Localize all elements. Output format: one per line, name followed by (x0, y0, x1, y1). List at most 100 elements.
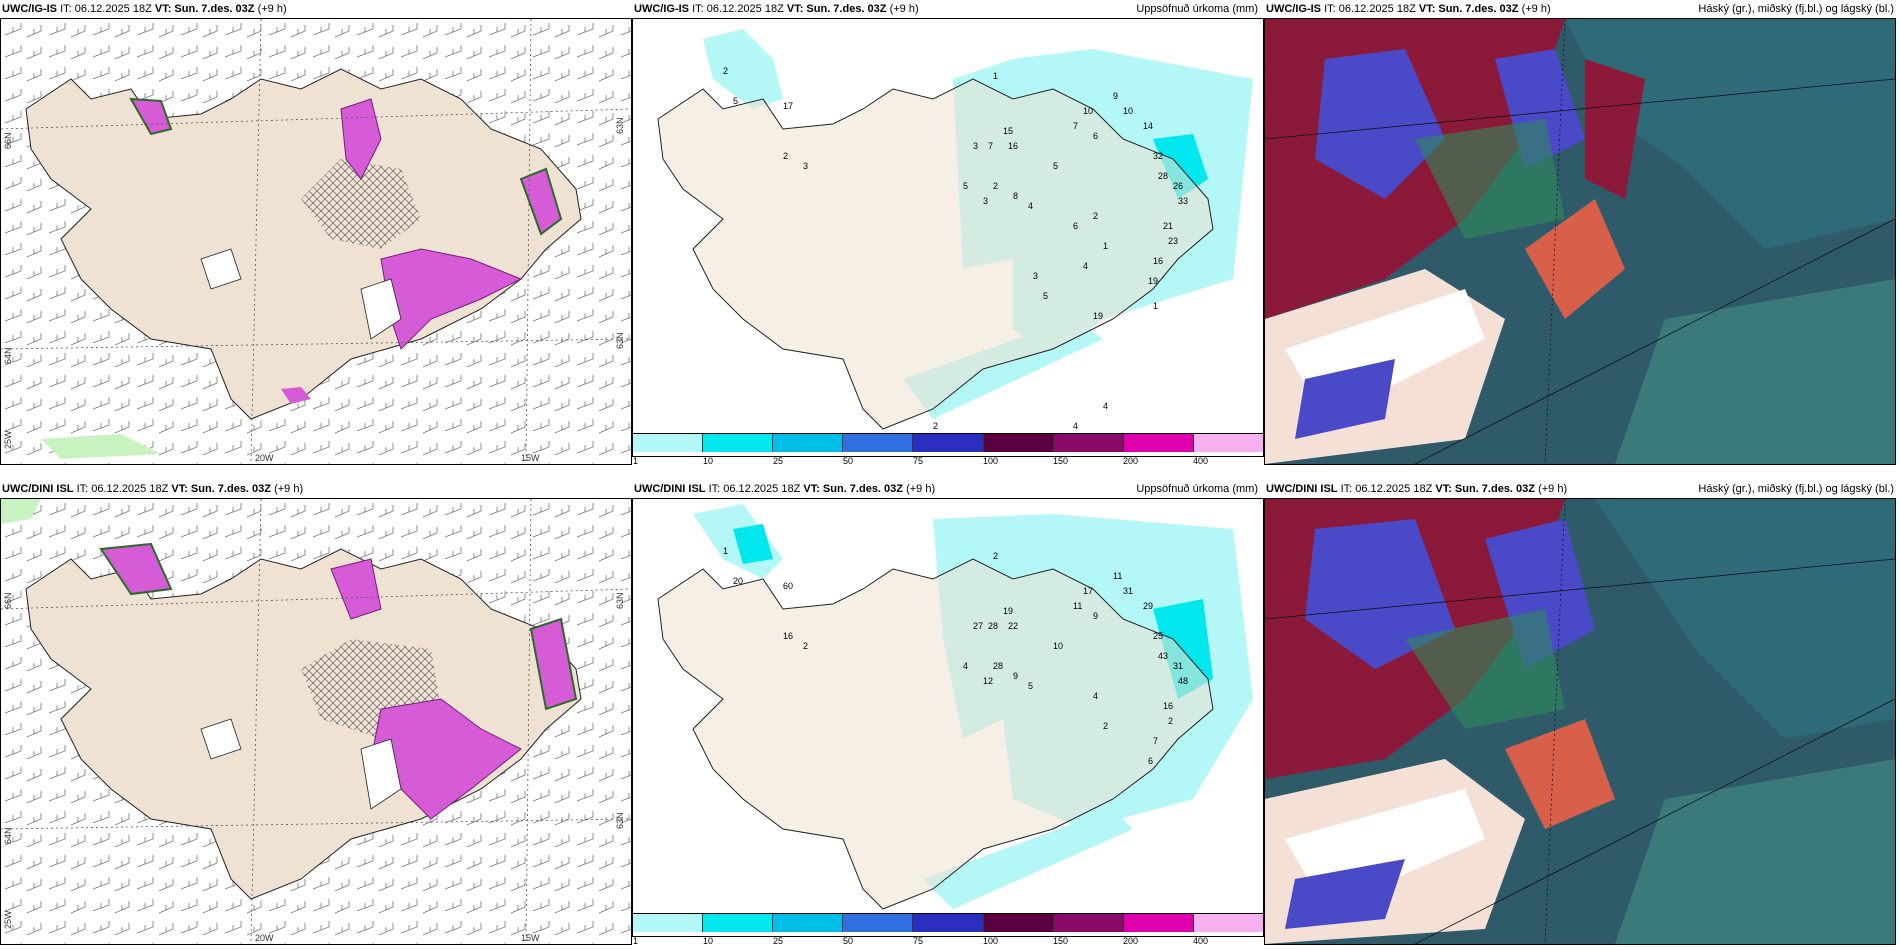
panel-title: Uppsöfnuð úrkoma (mm) (1136, 483, 1258, 495)
lat-label-25: 25W (3, 430, 13, 449)
colorbar-tick-label: 200 (1123, 456, 1139, 466)
precip-colorbar (632, 433, 1264, 457)
model-name: UWC/DINI ISL (2, 483, 74, 495)
model-name: UWC/DINI ISL (634, 483, 706, 495)
precip-value-label: 21 (1163, 221, 1173, 231)
colorbar-tick-label: 1 (633, 456, 639, 466)
colorbar-tick-label: 25 (773, 936, 784, 946)
precip-value-label: 25 (1153, 631, 1163, 641)
precip-value-label: 19 (1093, 311, 1103, 321)
colorbar-cell (1193, 434, 1263, 452)
wind-map[interactable]: 66N 64N 63N 63N 25W 20W 15W (0, 498, 632, 945)
precip-value-label: 10 (1053, 641, 1063, 651)
forecast-offset: (+9 h) (889, 3, 919, 15)
colorbar-tick-label: 75 (913, 936, 924, 946)
model-name: UWC/IG-IS (634, 3, 689, 15)
colorbar-cell (983, 434, 1054, 452)
precip-value-label: 2 (1093, 211, 1098, 221)
forecast-offset: (+9 h) (906, 483, 936, 495)
panel-title: Háský (gr.), miðský (fj.bl.) og lágský (… (1698, 483, 1894, 495)
colorbar-cell (773, 434, 844, 452)
precip-value-label: 3 (803, 161, 808, 171)
wind-map[interactable]: 66N 64N 63N 63N 25W 20W 15W (0, 18, 632, 465)
init-time: IT: 06.12.2025 18Z (1324, 3, 1416, 15)
panel-top-left: UWC/IG-IS IT: 06.12.2025 18Z VT: Sun. 7.… (0, 0, 632, 470)
precip-value-label: 2 (993, 181, 998, 191)
precip-value-label: 5 (963, 181, 968, 191)
panel-top-right: UWC/IG-IS IT: 06.12.2025 18Z VT: Sun. 7.… (1264, 0, 1900, 470)
colorbar-tick-label: 10 (703, 936, 714, 946)
precip-value-label: 10 (1083, 106, 1093, 116)
precip-value-label: 6 (1073, 221, 1078, 231)
lon-label-20w: 20W (255, 453, 274, 463)
forecast-offset: (+9 h) (274, 483, 304, 495)
colorbar-ticks: 1 10 25 50 75 100 150 200 400 (632, 936, 1262, 948)
valid-time: VT: Sun. 7.des. 03Z (786, 3, 887, 15)
forecast-offset: (+9 h) (1538, 483, 1568, 495)
precip-value-label: 4 (1083, 261, 1088, 271)
init-time: IT: 06.12.2025 18Z (708, 483, 801, 495)
init-time: IT: 06.12.2025 18Z (76, 483, 169, 495)
precip-value-label: 15 (1003, 126, 1013, 136)
colorbar-tick-label: 25 (773, 456, 784, 466)
precip-value-label: 19 (1148, 276, 1158, 286)
precip-value-label: 23 (1168, 236, 1178, 246)
precip-value-label: 11 (1073, 601, 1082, 611)
panel-header: UWC/DINI ISL IT: 06.12.2025 18Z VT: Sun.… (2, 482, 626, 496)
precip-value-label: 4 (963, 661, 968, 671)
panel-bottom-left: UWC/DINI ISL IT: 06.12.2025 18Z VT: Sun.… (0, 480, 632, 950)
precip-value-label: 16 (1163, 701, 1173, 711)
precip-value-label: 6 (1093, 131, 1098, 141)
cloud-map[interactable] (1264, 498, 1896, 945)
lat-label-64: 64N (3, 347, 13, 364)
colorbar-tick-label: 50 (843, 936, 854, 946)
precip-colorbar (632, 913, 1264, 937)
lon-label-15w: 15W (521, 453, 540, 463)
precip-value-label: 2 (1103, 721, 1108, 731)
precip-value-label: 17 (783, 101, 793, 111)
precip-value-label: 7 (988, 141, 993, 151)
colorbar-cell (633, 434, 704, 452)
colorbar-tick-label: 10 (703, 456, 714, 466)
precip-value-label: 3 (973, 141, 978, 151)
colorbar-cell (913, 914, 984, 932)
lat-label-64: 64N (3, 827, 13, 844)
precip-value-label: 28 (988, 621, 998, 631)
colorbar-cell (633, 914, 704, 932)
precip-value-label: 31 (1173, 661, 1183, 671)
precip-map[interactable]: 1 20 60 16 2 2 17 11 9 11 31 29 25 43 31 48 27 28 19 22 28 12… (632, 498, 1264, 916)
precip-value-label: 5 (1043, 291, 1048, 301)
precip-value-label: 43 (1158, 651, 1168, 661)
panel-title: Uppsöfnuð úrkoma (mm) (1136, 3, 1258, 15)
precip-value-label: 5 (1028, 681, 1033, 691)
precip-value-label: 26 (1173, 181, 1183, 191)
precip-value-label: 2 (723, 66, 728, 76)
precip-value-label: 1 (1153, 301, 1158, 311)
colorbar-tick-label: 1 (633, 936, 639, 946)
precip-value-label: 7 (1073, 121, 1078, 131)
precip-value-label: 9 (1093, 611, 1098, 621)
lon-label-15w: 15W (521, 933, 540, 943)
forecast-offset: (+9 h) (1521, 3, 1551, 15)
precip-value-label: 7 (1153, 736, 1158, 746)
cloud-map[interactable] (1264, 18, 1896, 465)
precip-value-label: 1 (723, 546, 728, 556)
precip-value-label: 6 (1148, 756, 1153, 766)
precip-value-label: 16 (1153, 256, 1163, 266)
precip-value-label: 2 (1168, 716, 1173, 726)
precip-value-label: 16 (783, 631, 793, 641)
colorbar-tick-label: 50 (843, 456, 854, 466)
precip-map[interactable]: 2 5 17 2 3 1 10 7 6 9 10 14 32 28 26 33 3 7 15 16 2 3 8 4 5 5 21 23… (632, 18, 1264, 436)
colorbar-cell (1123, 914, 1194, 932)
lon-label-20w: 20W (255, 933, 274, 943)
precip-value-label: 1 (993, 71, 998, 81)
precip-value-label: 1 (1103, 241, 1108, 251)
precip-value-label: 32 (1153, 151, 1163, 161)
valid-time: VT: Sun. 7.des. 03Z (1418, 3, 1519, 15)
model-name: UWC/IG-IS (2, 3, 57, 15)
lat-label-25: 25W (3, 910, 13, 929)
precip-value-label: 2 (783, 151, 788, 161)
precip-value-label: 2 (933, 421, 938, 431)
colorbar-tick-label: 150 (1053, 456, 1069, 466)
precip-value-label: 4 (1073, 421, 1078, 431)
